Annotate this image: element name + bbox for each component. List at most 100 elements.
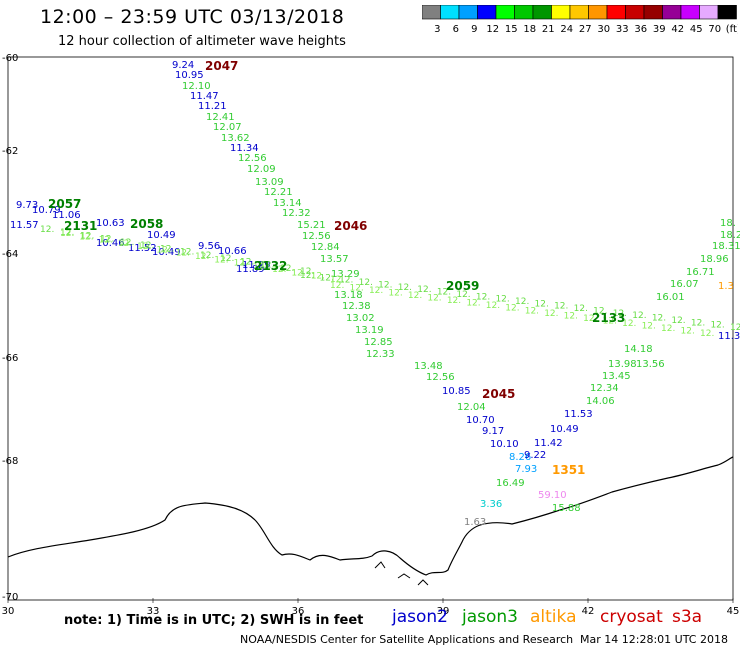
dense-track-band: 12. [359,278,373,288]
dense-track-band: 12. [156,245,170,255]
track-id-2046: 2046 [334,219,367,233]
lon-tick-label: 33 [147,606,160,617]
dense-track-band: 12. [100,235,114,245]
lat-tick-label: -70 [2,592,18,603]
dense-track-band: 12. [603,316,617,326]
swh-label: 10.79 [32,205,61,216]
color-scale-label: 39 [653,24,666,35]
color-scale-label: 9 [471,24,477,35]
dense-track-band: 12. [554,302,568,312]
lon-tick-label: 42 [582,606,595,617]
swh-label: 13.98 [608,359,637,370]
track-id-1351: 1351 [552,463,585,477]
swh-label: 10.49 [152,247,181,258]
dense-track-band: 12. [466,299,480,309]
swh-label-track-2047: 13.62 [221,133,250,144]
swh-label-track-2047: 10.95 [175,70,204,81]
swh-label: 11.52 [128,243,157,254]
swh-label: 10.49 [550,424,579,435]
dense-track-band: 12. [613,309,627,319]
dense-track-band: 12. [200,251,214,261]
swh-label: 14.06 [586,396,615,407]
swh-label: 18.96 [700,254,729,265]
swh-label-track-2047: 12.84 [311,242,340,253]
dense-track-band: 12. [349,284,363,294]
legend-cryosat: cryosat [600,607,663,627]
dense-track-band: 12. [486,301,500,311]
swh-label-track-2047: 12.56 [426,372,455,383]
color-scale-label: 6 [453,24,459,35]
swh-label: 18. [720,218,736,229]
lat-tick-label: -68 [2,456,18,467]
color-scale-label: 33 [616,24,629,35]
track-id-2059: 2059 [446,279,479,293]
credit-timestamp: Mar 14 12:28:01 UTC 2018 [580,633,728,646]
swh-label: 11.06 [52,210,81,221]
swh-label-track-2047: 10.70 [466,415,495,426]
swh-label-track-2047: 3.36 [480,499,502,510]
map-title: 12:00 – 23:59 UTC 03/13/2018 [40,6,345,28]
dense-track-band: 12. [240,257,254,267]
dense-track-band: 12. [525,306,539,316]
dense-track-band: 12. [544,309,558,319]
dense-track-band: 12. [378,280,392,290]
dense-track-band: 12. [300,271,314,281]
color-scale-label: 27 [579,24,592,35]
dense-track-band: 12. [408,291,422,301]
swh-label-track-2047: 13.18 [334,290,363,301]
lon-tick-label: 30 [2,606,15,617]
dense-track-band: 12. [652,314,666,324]
dense-track-band: 12. [291,268,305,278]
color-swatch [717,5,737,20]
dense-track-band: 12. [388,289,402,299]
dense-track-band: 12. [180,248,194,258]
color-scale-label: 30 [597,24,610,35]
dense-track-band: 12. [120,238,134,248]
swh-label-track-2047: 11.47 [190,91,219,102]
dense-track-band: 12. [80,231,94,241]
legend-jason3: jason3 [462,607,518,627]
swh-label: 14.18 [624,344,653,355]
dense-track-band: 12. [730,323,740,333]
dense-track-band: 12. [320,273,334,283]
dense-track-band: 12. [447,296,461,306]
swh-label-track-2047: 12.04 [457,402,486,413]
swh-label: 9.73 [16,200,38,211]
legend-s3a: s3a [672,607,703,627]
dense-track-band: 12. [476,292,490,302]
dense-track-band: 12. [515,297,529,307]
dense-track-band: 12. [535,299,549,309]
swh-label: 9.22 [524,450,546,461]
dense-track-band: 12. [593,306,607,316]
swh-label-track-2047: 9.17 [482,426,504,437]
color-scale-label: 70 [708,24,721,35]
dense-track-band: 12. [574,304,588,314]
swh-label-track-2047: 12.21 [264,187,293,198]
swh-label-track-2047: 12.07 [213,122,242,133]
dense-track-band: 12. [632,311,646,321]
color-scale-label: 3 [434,24,440,35]
dense-track-band: 12. [369,286,383,296]
swh-label-track-2047: 12.56 [238,153,267,164]
swh-label: 10.46 [96,238,125,249]
swh-label-track-2047: 12.09 [247,164,276,175]
swh-label: 18.20 [720,230,740,241]
dense-track-band: 12. [398,283,412,293]
swh-label-track-2047: 13.29 [331,269,360,280]
dense-track-band: 12. [214,255,228,265]
swh-label: 11.89 [236,264,265,275]
lon-tick-label: 45 [727,606,740,617]
swh-label: 11.42 [534,438,563,449]
legend-jason2: jason2 [392,607,448,627]
color-scale-label: 18 [523,24,536,35]
swh-label-track-2047: 10.85 [442,386,471,397]
track-id-2057: 2057 [48,197,81,211]
dense-track-band: 12. [661,324,675,334]
dense-track-band: 12. [60,229,74,239]
dense-track-band: 12. [583,314,597,324]
map-frame [7,56,734,601]
dense-track-band: 12. [417,285,431,295]
swh-label-track-2047: 12.33 [366,349,395,360]
footer-note: note: 1) Time is in UTC; 2) SWH is in fe… [64,613,364,628]
